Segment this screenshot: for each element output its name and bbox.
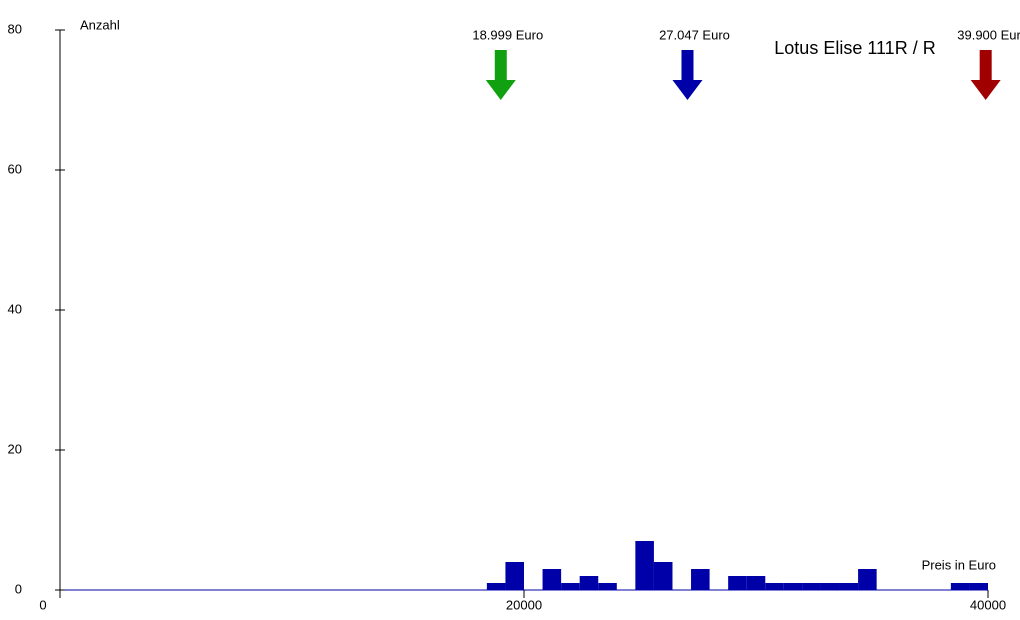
bar: [691, 569, 710, 590]
chart-title: Lotus Elise 111R / R: [774, 38, 935, 58]
bar: [542, 569, 562, 590]
bar: [598, 583, 617, 590]
x-axis-label: Preis in Euro: [922, 557, 996, 572]
price-arrow: [485, 50, 516, 100]
x-tick-label: 40000: [970, 597, 1006, 612]
bar: [820, 583, 840, 590]
bar: [950, 583, 970, 590]
marker-label: 27.047 Euro: [659, 27, 730, 42]
price-arrow: [970, 50, 1001, 100]
bar: [783, 583, 803, 590]
bar: [858, 569, 877, 590]
bar: [561, 583, 580, 590]
bar: [802, 583, 821, 590]
y-tick-label: 60: [8, 161, 22, 176]
bar: [579, 576, 599, 590]
bar: [765, 583, 784, 590]
bar: [505, 562, 524, 590]
marker-label: 18.999 Euro: [472, 27, 543, 42]
bar: [746, 576, 766, 590]
marker-label: 39.900 Euro: [957, 27, 1020, 42]
bar: [486, 583, 506, 590]
bar: [728, 576, 747, 590]
bar: [653, 562, 673, 590]
bar: [635, 541, 654, 590]
y-tick-label: 0: [15, 581, 22, 596]
x-tick-label: 20000: [506, 597, 542, 612]
bar: [839, 583, 859, 590]
y-tick-label: 80: [8, 21, 22, 36]
price-arrow: [672, 50, 703, 100]
bar: [969, 583, 988, 590]
y-tick-label: 20: [8, 441, 22, 456]
x-tick-label: 0: [39, 597, 46, 612]
y-axis-label: Anzahl: [80, 17, 120, 32]
y-tick-label: 40: [8, 301, 22, 316]
